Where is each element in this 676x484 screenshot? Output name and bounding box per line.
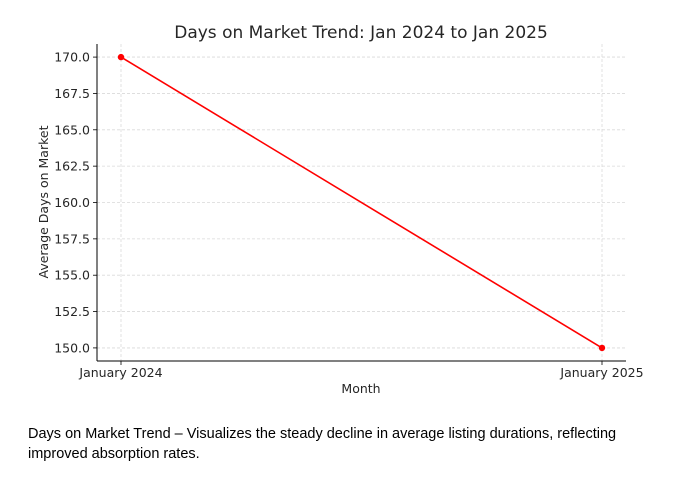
y-tick-label: 157.5 [54,231,90,246]
data-point [117,53,125,61]
y-tick-label: 167.5 [54,86,90,101]
x-tick-label: January 2024 [78,365,162,380]
chart-figure: 150.0 152.5 155.0 157.5 160.0 162.5 165.0 167.5… [36,23,644,396]
y-tick-label: 165.0 [54,122,90,137]
chart-title: Days on Market Trend: Jan 2024 to Jan 20… [174,23,548,43]
y-tick-label: 152.5 [54,304,90,319]
y-axis-ticks: 150.0 152.5 155.0 157.5 160.0 162.5 165.0 167.5… [54,50,97,355]
x-axis-ticks: January 2024 January 2025 [78,361,644,380]
grid-lines [97,44,626,361]
x-axis-label: Month [341,381,380,396]
y-axis-label: Average Days on Market [36,125,51,278]
series-line [120,56,603,349]
line-chart: 150.0 152.5 155.0 157.5 160.0 162.5 165.0 167.5… [36,23,644,396]
data-point [598,344,606,352]
x-tick-label: January 2025 [559,365,643,380]
y-tick-label: 170.0 [54,50,90,65]
y-tick-label: 150.0 [54,340,90,355]
y-tick-label: 160.0 [54,195,90,210]
data-series [117,53,606,352]
y-tick-label: 155.0 [54,268,90,283]
y-tick-label: 162.5 [54,159,90,174]
figure-caption: Days on Market Trend – Visualizes the st… [28,426,617,462]
